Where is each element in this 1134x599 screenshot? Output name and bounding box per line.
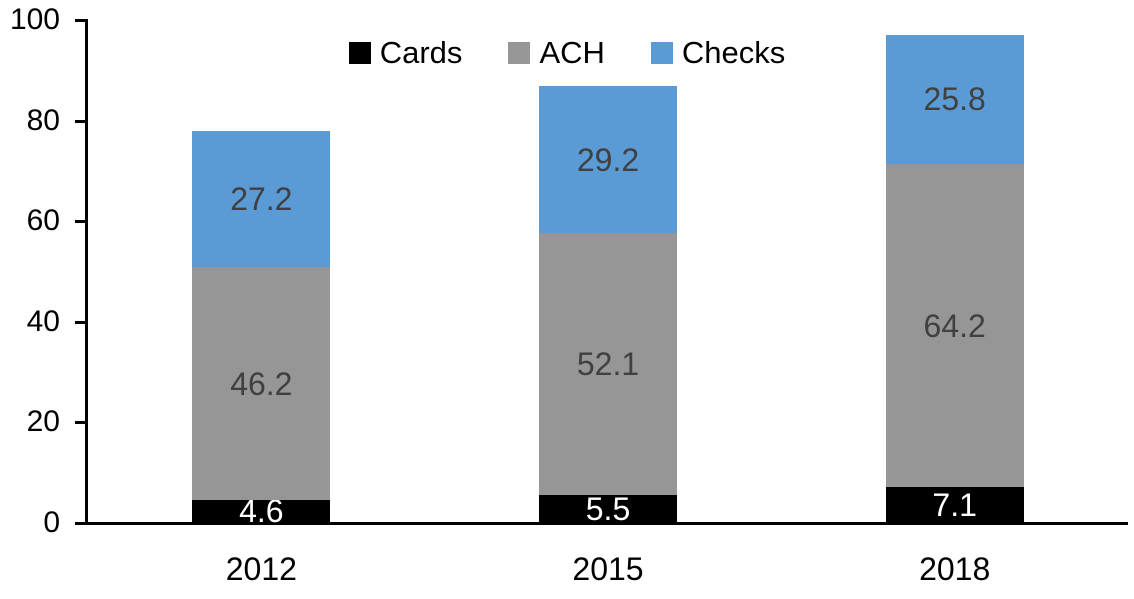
y-tick-label: 0 (43, 506, 60, 539)
legend: Cards ACH Checks (0, 36, 1134, 70)
bar-segment-checks-2015 (539, 86, 677, 234)
legend-label-ach: ACH (539, 35, 605, 70)
legend-swatch-ach (508, 42, 531, 64)
data-label-cards-2018: 7.1 (932, 487, 977, 524)
y-tick-label: 80 (26, 103, 60, 137)
data-label-cards-2015: 5.5 (585, 491, 631, 528)
y-tick-mark (75, 421, 85, 425)
legend-item-checks: Checks (650, 35, 786, 70)
legend-label-cards: Cards (379, 35, 463, 70)
bar-segment-checks-2012 (192, 130, 331, 268)
x-category-label-2018: 2018 (919, 551, 991, 587)
legend-swatch-cards (348, 42, 371, 64)
data-label-ach-2012: 46.2 (230, 365, 293, 402)
y-axis-line (85, 19, 88, 525)
data-label-checks-2015: 29.2 (576, 141, 640, 178)
y-tick-label: 20 (26, 405, 60, 439)
legend-swatch-checks (650, 42, 673, 64)
bar-segment-checks-2018 (885, 34, 1024, 165)
bar-segment-cards-2012 (192, 499, 331, 523)
data-label-ach-2018: 64.2 (923, 307, 986, 344)
bar-segment-cards-2018 (885, 487, 1024, 523)
data-label-checks-2018: 25.8 (923, 81, 986, 118)
x-axis-line (85, 522, 1128, 525)
y-tick-mark (75, 119, 85, 123)
legend-item-ach: ACH (508, 35, 605, 70)
data-label-checks-2012: 27.2 (230, 181, 293, 218)
legend-label-checks: Checks (681, 35, 786, 70)
y-tick-label: 40 (26, 304, 60, 338)
legend-item-cards: Cards (348, 35, 463, 70)
x-category-label-2012: 2012 (225, 551, 297, 587)
bar-segment-ach-2012 (192, 267, 331, 500)
x-category-label-2015: 2015 (572, 551, 644, 587)
bar-segment-cards-2015 (539, 495, 677, 523)
data-label-ach-2015: 52.1 (576, 346, 640, 383)
bar-segment-ach-2018 (885, 164, 1024, 488)
y-tick-label: 60 (26, 204, 60, 238)
y-tick-mark (75, 19, 85, 22)
y-tick-mark (75, 522, 85, 525)
y-tick-label: 100 (9, 3, 60, 36)
data-label-cards-2012: 4.6 (239, 493, 284, 530)
y-tick-mark (75, 220, 85, 224)
bar-segment-ach-2015 (539, 233, 677, 496)
y-tick-mark (75, 320, 85, 324)
